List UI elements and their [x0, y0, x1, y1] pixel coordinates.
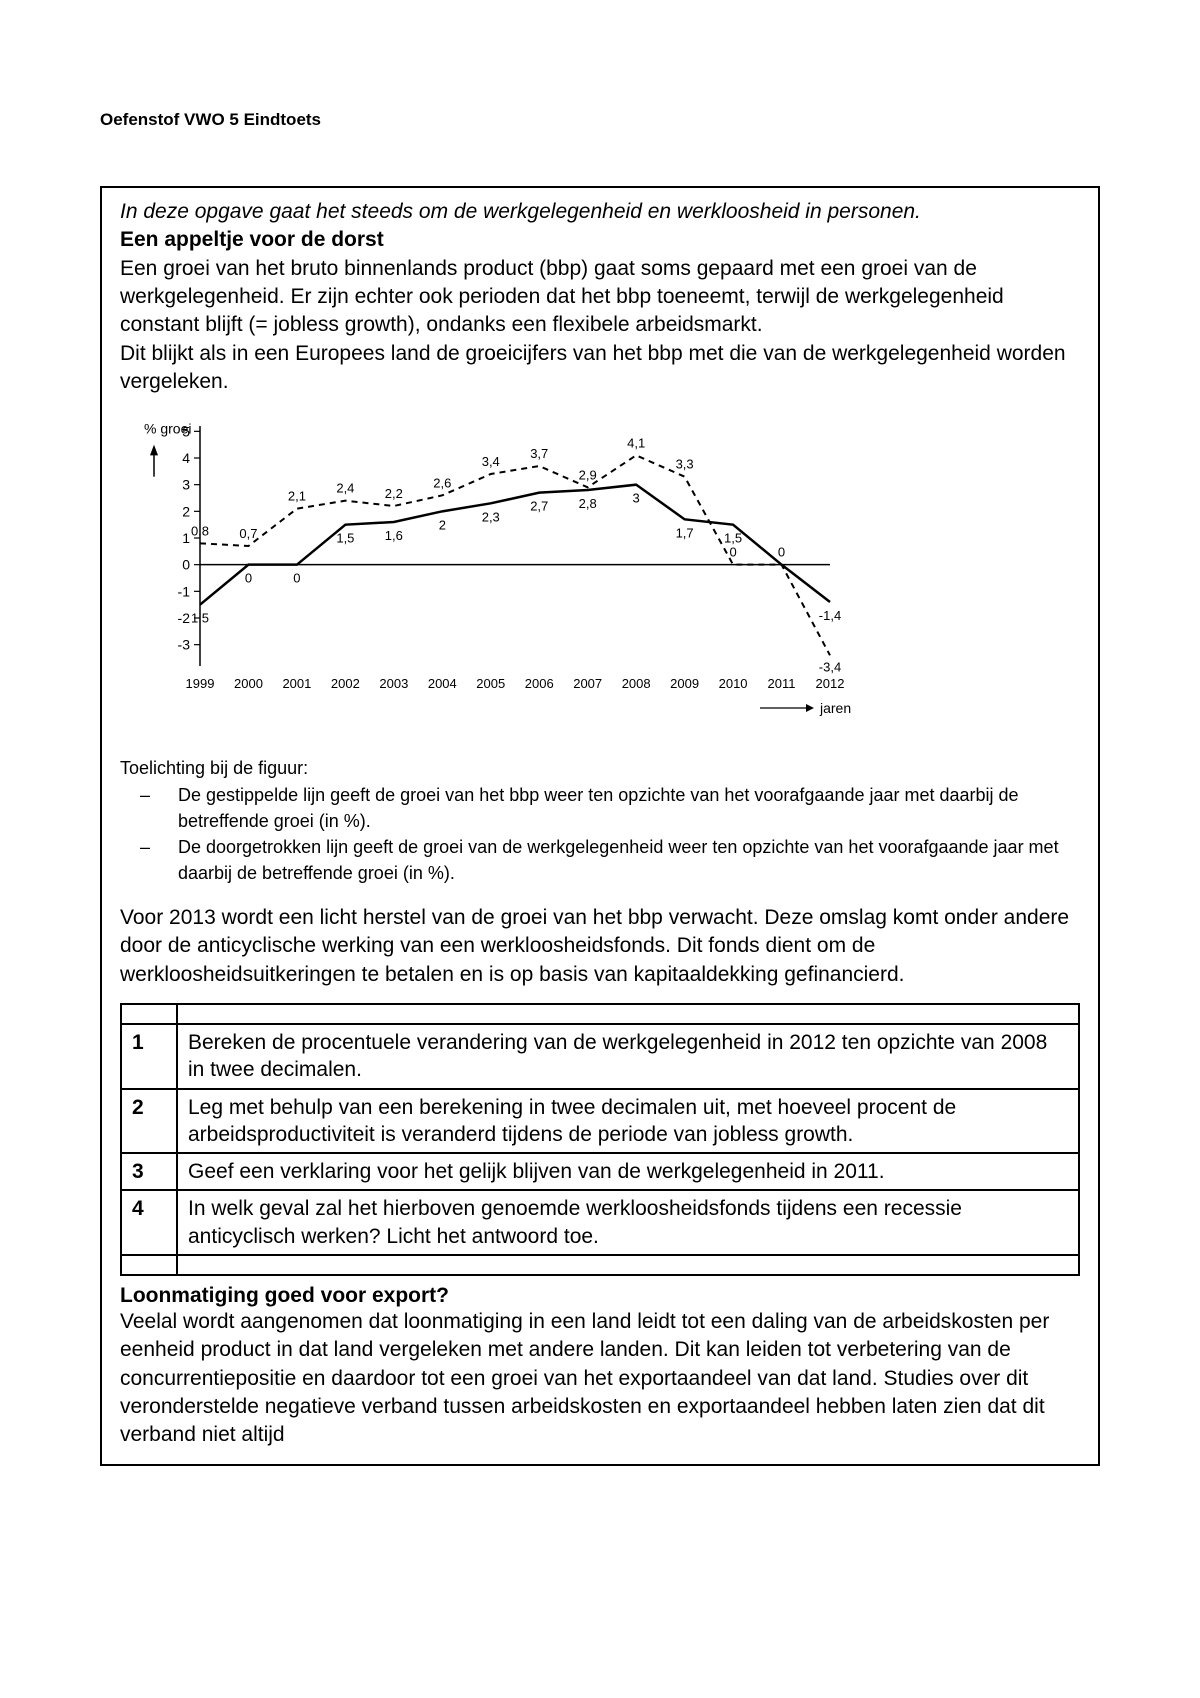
svg-text:0,8: 0,8: [191, 524, 209, 539]
content-box: In deze opgave gaat het steeds om de wer…: [100, 186, 1100, 1466]
svg-text:2011: 2011: [768, 676, 796, 691]
svg-text:2,9: 2,9: [579, 468, 597, 483]
paragraph: Dit blijkt als in een Europees land de g…: [120, 340, 1080, 397]
table-row: 1 Bereken de procentuele verandering van…: [121, 1024, 1079, 1089]
question-number: 3: [121, 1153, 177, 1190]
svg-text:0: 0: [182, 557, 190, 573]
page-title: Oefenstof VWO 5 Eindtoets: [100, 110, 1100, 130]
svg-text:2010: 2010: [719, 676, 748, 691]
table-row: 3 Geef een verklaring voor het gelijk bl…: [121, 1153, 1079, 1190]
svg-text:2001: 2001: [282, 676, 311, 691]
question-number: 1: [121, 1024, 177, 1089]
svg-text:2,6: 2,6: [433, 476, 451, 491]
svg-text:2,1: 2,1: [288, 489, 306, 504]
question-text: Leg met behulp van een berekening in twe…: [177, 1089, 1079, 1154]
svg-text:2007: 2007: [573, 676, 602, 691]
chart-svg: -3-2-1012345% groei199920002001200220032…: [120, 406, 880, 736]
svg-text:2: 2: [439, 518, 446, 533]
svg-text:-1,4: -1,4: [819, 608, 841, 623]
svg-text:-3: -3: [178, 637, 191, 653]
svg-text:3,7: 3,7: [530, 446, 548, 461]
intro-text: In deze opgave gaat het steeds om de wer…: [120, 198, 1080, 226]
question-number: 4: [121, 1190, 177, 1255]
svg-text:3,3: 3,3: [676, 457, 694, 472]
question-text: Geef een verklaring voor het gelijk blij…: [177, 1153, 1079, 1190]
svg-text:-2: -2: [178, 610, 191, 626]
growth-chart: -3-2-1012345% groei199920002001200220032…: [120, 406, 1080, 741]
svg-text:4: 4: [182, 450, 190, 466]
svg-text:2,3: 2,3: [482, 510, 500, 525]
table-cell: [177, 1004, 1079, 1024]
paragraph: Voor 2013 wordt een licht herstel van de…: [120, 904, 1080, 989]
table-row: 2 Leg met behulp van een berekening in t…: [121, 1089, 1079, 1154]
svg-text:2006: 2006: [525, 676, 554, 691]
svg-text:0: 0: [293, 571, 300, 586]
legend-item: – De gestippelde lijn geeft de groei van…: [120, 782, 1080, 834]
legend-text: De gestippelde lijn geeft de groei van h…: [178, 782, 1080, 834]
question-text: Bereken de procentuele verandering van d…: [177, 1024, 1079, 1089]
svg-text:0: 0: [729, 545, 736, 560]
svg-text:2002: 2002: [331, 676, 360, 691]
svg-text:2009: 2009: [670, 676, 699, 691]
paragraph: Een groei van het bruto binnenlands prod…: [120, 255, 1080, 340]
section-title: Een appeltje voor de dorst: [120, 226, 1080, 254]
svg-text:3: 3: [182, 477, 190, 493]
table-cell: [121, 1004, 177, 1024]
svg-text:-1: -1: [178, 584, 191, 600]
question-number: 2: [121, 1089, 177, 1154]
svg-text:3,4: 3,4: [482, 454, 500, 469]
paragraph: Veelal wordt aangenomen dat loonmatiging…: [120, 1308, 1080, 1450]
svg-text:3: 3: [633, 491, 640, 506]
table-row: 4 In welk geval zal het hierboven genoem…: [121, 1190, 1079, 1255]
svg-text:% groei: % groei: [144, 421, 191, 437]
dash-icon: –: [120, 782, 178, 834]
svg-text:2012: 2012: [816, 676, 845, 691]
legend-item: – De doorgetrokken lijn geeft de groei v…: [120, 834, 1080, 886]
svg-text:-3,4: -3,4: [819, 660, 841, 675]
questions-table: 1 Bereken de procentuele verandering van…: [120, 1003, 1080, 1276]
svg-text:4,1: 4,1: [627, 436, 645, 451]
question-text: In welk geval zal het hierboven genoemde…: [177, 1190, 1079, 1255]
table-cell: [121, 1255, 177, 1275]
dash-icon: –: [120, 834, 178, 886]
svg-text:2008: 2008: [622, 676, 651, 691]
svg-text:1,5: 1,5: [191, 611, 209, 626]
svg-text:jaren: jaren: [819, 700, 851, 716]
svg-text:0: 0: [778, 545, 785, 560]
svg-text:1,6: 1,6: [385, 528, 403, 543]
svg-text:2004: 2004: [428, 676, 457, 691]
svg-text:2: 2: [182, 504, 190, 520]
svg-text:0,7: 0,7: [239, 526, 257, 541]
svg-text:1,5: 1,5: [724, 531, 742, 546]
svg-text:2000: 2000: [234, 676, 263, 691]
svg-text:2,4: 2,4: [336, 481, 354, 496]
svg-text:2,2: 2,2: [385, 486, 403, 501]
legend-explanation: Toelichting bij de figuur: – De gestippe…: [120, 755, 1080, 885]
svg-text:1999: 1999: [186, 676, 215, 691]
svg-text:0: 0: [245, 571, 252, 586]
svg-text:2,7: 2,7: [530, 499, 548, 514]
svg-text:1,5: 1,5: [336, 531, 354, 546]
svg-text:2,8: 2,8: [579, 496, 597, 511]
section-title: Loonmatiging goed voor export?: [120, 1284, 1080, 1308]
table-cell: [177, 1255, 1079, 1275]
svg-text:2005: 2005: [476, 676, 505, 691]
legend-title: Toelichting bij de figuur:: [120, 755, 1080, 781]
legend-text: De doorgetrokken lijn geeft de groei van…: [178, 834, 1080, 886]
svg-text:2003: 2003: [379, 676, 408, 691]
svg-text:1,7: 1,7: [676, 526, 694, 541]
svg-text:1: 1: [182, 530, 190, 546]
